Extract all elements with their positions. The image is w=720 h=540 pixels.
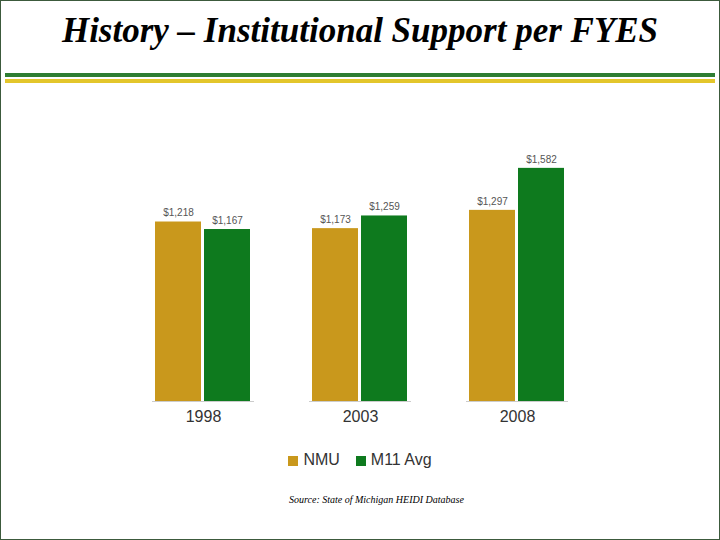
html-text:NMU: NMU: [303, 451, 340, 468]
svg-text:2003: 2003: [343, 408, 379, 425]
svg-text:2008: 2008: [500, 408, 536, 425]
svg-text:$1,259: $1,259: [369, 201, 400, 212]
svg-text:$1,582: $1,582: [526, 154, 557, 165]
html-text:Source: State of Michigan HEID: Source: State of Michigan HEIDI Database: [289, 494, 464, 505]
html-text:History – Institutional Suppor: History – Institutional Support per FYES: [61, 11, 659, 50]
svg-text:$1,167: $1,167: [212, 215, 243, 226]
svg-text:1998: 1998: [186, 408, 222, 425]
html-text:M11 Avg: M11 Avg: [370, 451, 432, 468]
svg-text:$1,218: $1,218: [163, 207, 194, 218]
svg-text:$1,173: $1,173: [320, 214, 351, 225]
svg-text:$1,297: $1,297: [477, 196, 508, 207]
